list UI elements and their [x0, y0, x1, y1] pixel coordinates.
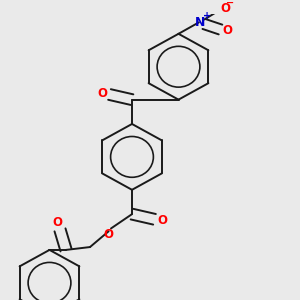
Text: +: +: [203, 11, 211, 21]
Text: −: −: [226, 0, 234, 8]
Text: O: O: [220, 2, 230, 15]
Text: N: N: [195, 16, 206, 29]
Text: O: O: [52, 216, 63, 229]
Text: O: O: [97, 87, 107, 100]
Text: O: O: [222, 24, 232, 37]
Text: O: O: [103, 228, 114, 241]
Text: O: O: [157, 214, 167, 226]
